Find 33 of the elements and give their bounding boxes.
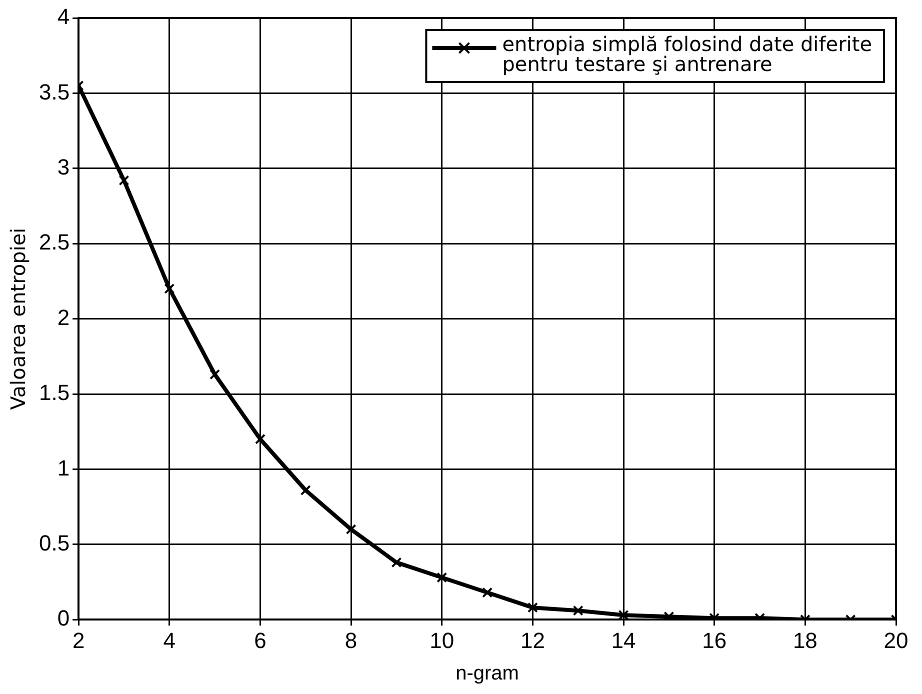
point [618, 610, 629, 620]
point [254, 434, 266, 444]
x-tick-label: 16 [702, 628, 727, 653]
y-tick-label: 0 [57, 606, 70, 631]
point [210, 369, 220, 380]
point [164, 283, 175, 294]
y-tick-label: 2.5 [38, 230, 70, 255]
y-tick-label: 0.5 [38, 530, 70, 556]
x-tick-label: 18 [792, 628, 818, 653]
x-tick-label: 4 [163, 628, 176, 653]
x-axis-title: n-gram [456, 662, 519, 685]
y-tick-label: 2 [57, 304, 70, 330]
x-tick-label: 8 [344, 628, 358, 653]
y-axis-title: Valoarea entropiei [6, 228, 30, 410]
x-tick-label: 6 [254, 628, 266, 653]
y-tick-label: 3 [57, 154, 70, 180]
point [572, 605, 584, 616]
y-tick-label: 3.5 [38, 79, 70, 104]
point [346, 524, 356, 535]
y-tick-label: 1.5 [38, 380, 70, 406]
x-tick-label: 20 [884, 628, 908, 653]
x-tick-label: 12 [520, 628, 545, 653]
point [300, 485, 311, 496]
point [436, 572, 448, 583]
point [118, 175, 130, 186]
legend-label: entropia simplă folosind date diferite pentru testare şi antrenare [502, 32, 872, 76]
point [482, 587, 493, 598]
x-tick-label: 14 [611, 628, 636, 653]
y-tick-label: 1 [57, 455, 70, 480]
x-tick-label: 10 [430, 628, 454, 653]
y-tick-label: 4 [57, 4, 70, 30]
point [527, 602, 538, 613]
point [391, 557, 402, 568]
